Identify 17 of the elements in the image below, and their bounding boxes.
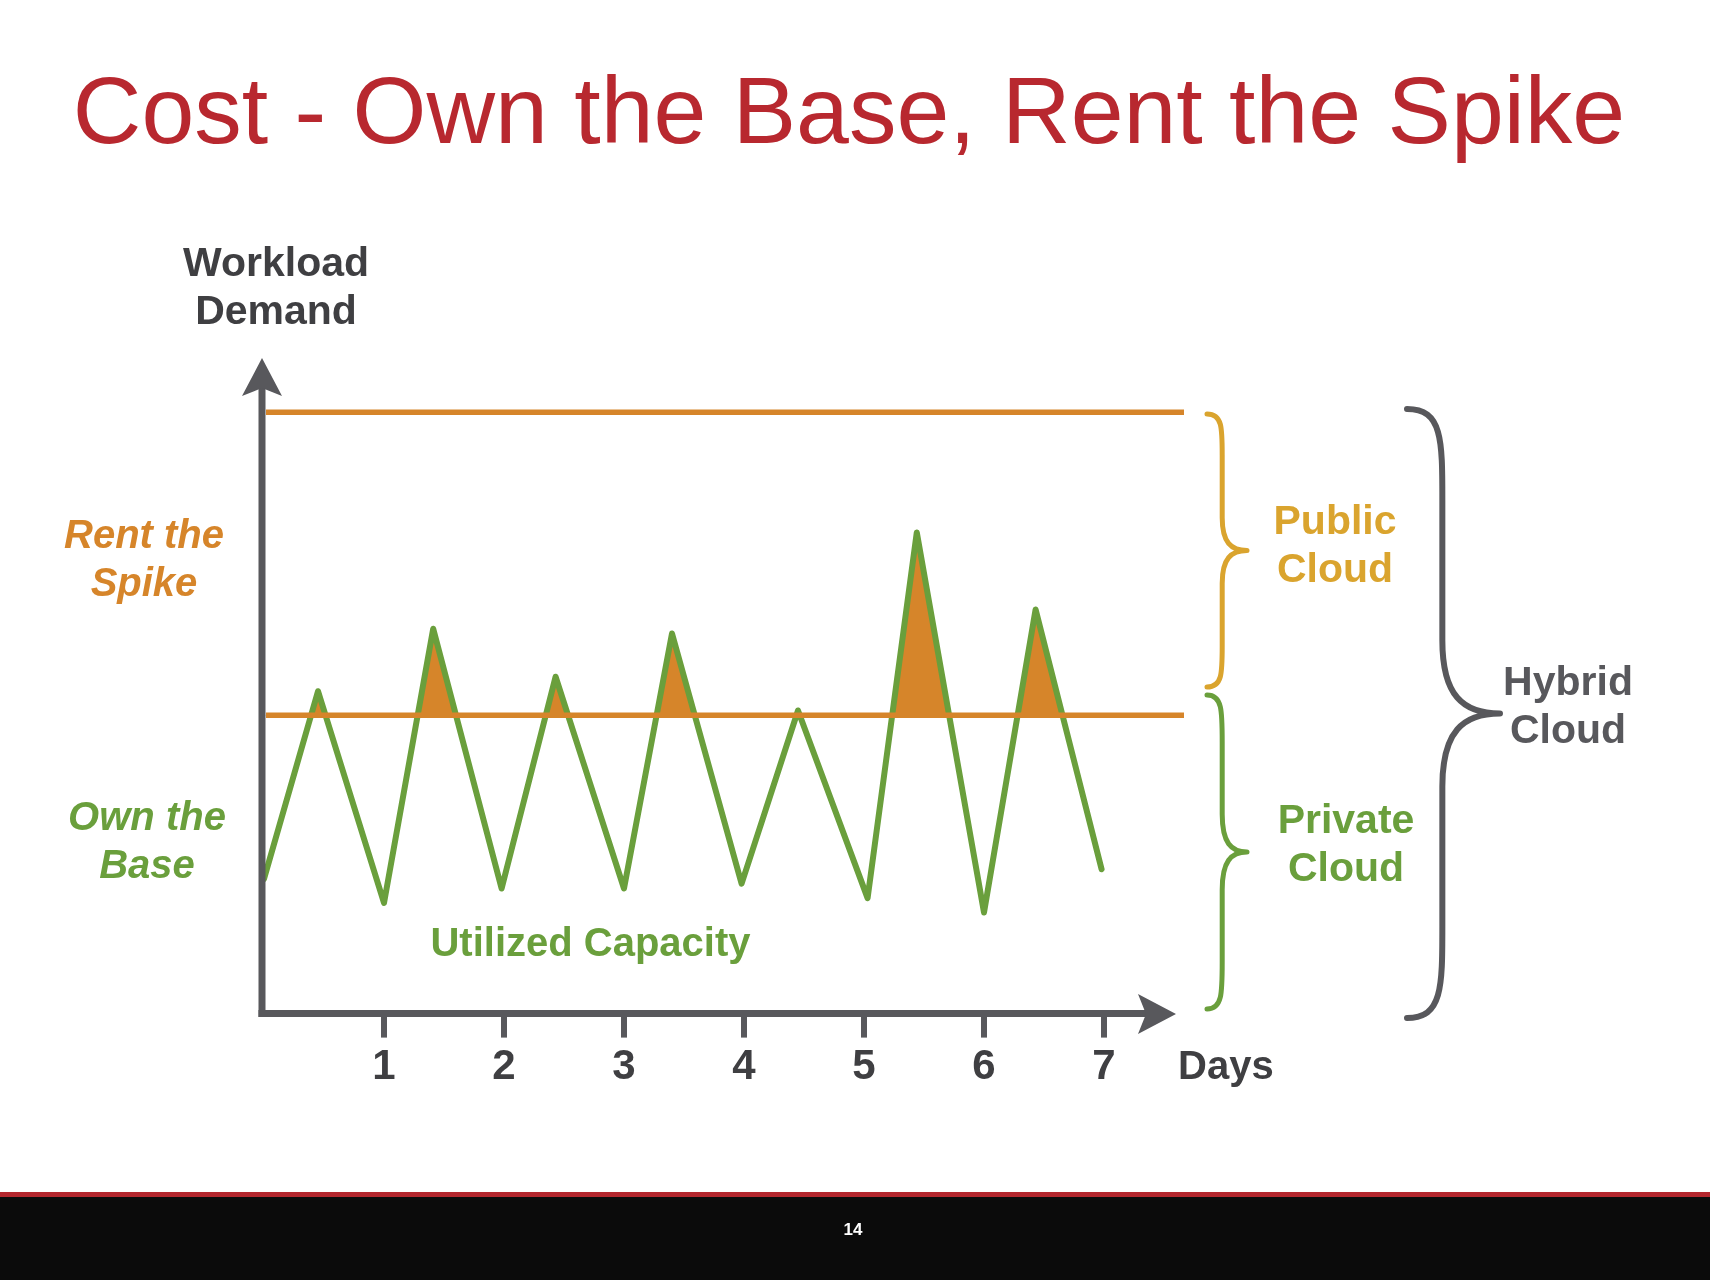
footer-bar: 14 [0, 1192, 1710, 1280]
x-tick-label: 1 [372, 1041, 396, 1089]
chart-title: Cost - Own the Base, Rent the Spike [71, 57, 1627, 163]
x-tick-label: 3 [612, 1041, 636, 1089]
y-axis-title: Workload Demand [182, 239, 370, 333]
x-tick-label: 7 [1092, 1041, 1116, 1089]
text: Rent the Spike [64, 512, 224, 605]
text: Private Cloud [1277, 796, 1415, 891]
text: Public Cloud [1273, 497, 1397, 592]
text: Own the Base [68, 794, 226, 887]
x-tick-label: 4 [732, 1041, 757, 1089]
x-tick-label: 6 [972, 1041, 996, 1089]
x-axis-title: Days [1178, 1042, 1274, 1087]
series-label: Utilized Capacity [430, 919, 752, 964]
text: Hybrid Cloud [1503, 658, 1633, 753]
x-tick-label: 5 [852, 1041, 876, 1089]
x-tick-label: 2 [492, 1041, 516, 1089]
